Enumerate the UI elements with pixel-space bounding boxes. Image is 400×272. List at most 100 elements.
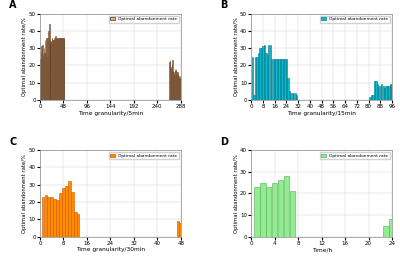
Bar	[252, 57, 253, 100]
Bar	[62, 38, 63, 100]
Bar	[372, 95, 374, 100]
Bar	[177, 72, 178, 100]
Bar	[68, 181, 71, 237]
Bar	[50, 41, 51, 100]
Bar	[276, 58, 277, 100]
Bar	[262, 47, 264, 100]
Bar	[296, 95, 297, 100]
Bar	[272, 183, 277, 237]
Bar	[77, 214, 80, 237]
Bar	[71, 192, 74, 237]
Bar	[264, 45, 265, 100]
Bar	[173, 72, 174, 100]
Bar	[45, 57, 46, 100]
Bar	[266, 187, 272, 237]
Bar	[61, 38, 62, 100]
Bar	[260, 183, 266, 237]
Bar	[180, 79, 181, 100]
Bar	[169, 62, 170, 100]
Bar	[381, 85, 382, 100]
Bar	[377, 85, 378, 100]
Bar	[382, 86, 384, 100]
X-axis label: Time granularity/30min: Time granularity/30min	[76, 247, 145, 252]
Bar	[57, 39, 58, 100]
Bar	[56, 38, 57, 100]
Bar	[44, 195, 47, 237]
Legend: Optimal abandonment rate: Optimal abandonment rate	[320, 152, 390, 159]
Bar	[59, 193, 62, 237]
Bar	[280, 58, 281, 100]
Bar	[74, 212, 76, 237]
Bar	[256, 57, 258, 100]
Bar	[278, 180, 283, 237]
Bar	[60, 38, 61, 100]
Bar	[254, 187, 260, 237]
Bar	[267, 55, 268, 100]
Bar	[50, 197, 53, 237]
Bar	[51, 41, 52, 100]
Bar	[272, 58, 274, 100]
Bar	[283, 58, 284, 100]
Bar	[172, 60, 173, 100]
Bar	[54, 38, 55, 100]
Bar	[386, 86, 387, 100]
Bar	[384, 88, 385, 100]
Bar	[254, 95, 255, 100]
Text: B: B	[220, 1, 228, 10]
Bar	[290, 93, 292, 100]
Bar	[59, 38, 60, 100]
Bar	[63, 38, 64, 100]
Bar	[56, 200, 59, 237]
Bar	[62, 188, 65, 237]
Bar	[44, 53, 45, 100]
Bar	[293, 93, 294, 100]
Bar	[268, 45, 270, 100]
Bar	[287, 78, 288, 100]
Text: D: D	[220, 137, 228, 147]
Bar	[48, 197, 50, 237]
Bar	[289, 91, 290, 100]
Bar	[375, 81, 376, 100]
Bar	[374, 81, 375, 100]
Bar	[175, 71, 176, 100]
Bar	[40, 58, 41, 100]
Bar	[49, 24, 50, 100]
Bar	[389, 219, 395, 237]
Bar	[294, 93, 296, 100]
Bar	[41, 47, 42, 100]
Text: A: A	[9, 1, 16, 10]
Bar	[371, 95, 372, 100]
Bar	[390, 85, 391, 100]
Bar	[284, 176, 289, 237]
Bar	[261, 48, 262, 100]
Bar	[42, 45, 43, 100]
Bar	[174, 76, 175, 100]
Bar	[65, 187, 68, 237]
Bar	[391, 85, 393, 100]
Bar	[255, 57, 256, 100]
Bar	[369, 97, 371, 100]
Bar	[179, 79, 180, 100]
Bar	[53, 41, 54, 100]
Legend: Optimal abandonment rate: Optimal abandonment rate	[109, 16, 178, 23]
Bar	[259, 48, 261, 100]
X-axis label: Time granularity/15min: Time granularity/15min	[287, 111, 356, 116]
Y-axis label: Optimal abandonment rate/%: Optimal abandonment rate/%	[234, 17, 239, 96]
Bar	[387, 86, 388, 100]
Bar	[176, 76, 177, 100]
X-axis label: Time/h: Time/h	[312, 247, 332, 252]
Text: C: C	[9, 137, 16, 147]
Bar	[290, 191, 295, 237]
X-axis label: Time granularity/5min: Time granularity/5min	[78, 111, 143, 116]
Bar	[258, 53, 259, 100]
Y-axis label: Optimal abandonment rate/%: Optimal abandonment rate/%	[22, 17, 28, 96]
Bar	[384, 226, 389, 237]
Bar	[48, 38, 49, 100]
Bar	[278, 58, 280, 100]
Bar	[265, 53, 266, 100]
Bar	[388, 86, 390, 100]
Bar	[271, 58, 272, 100]
Bar	[277, 58, 278, 100]
Bar	[378, 86, 380, 100]
Bar	[380, 86, 381, 100]
